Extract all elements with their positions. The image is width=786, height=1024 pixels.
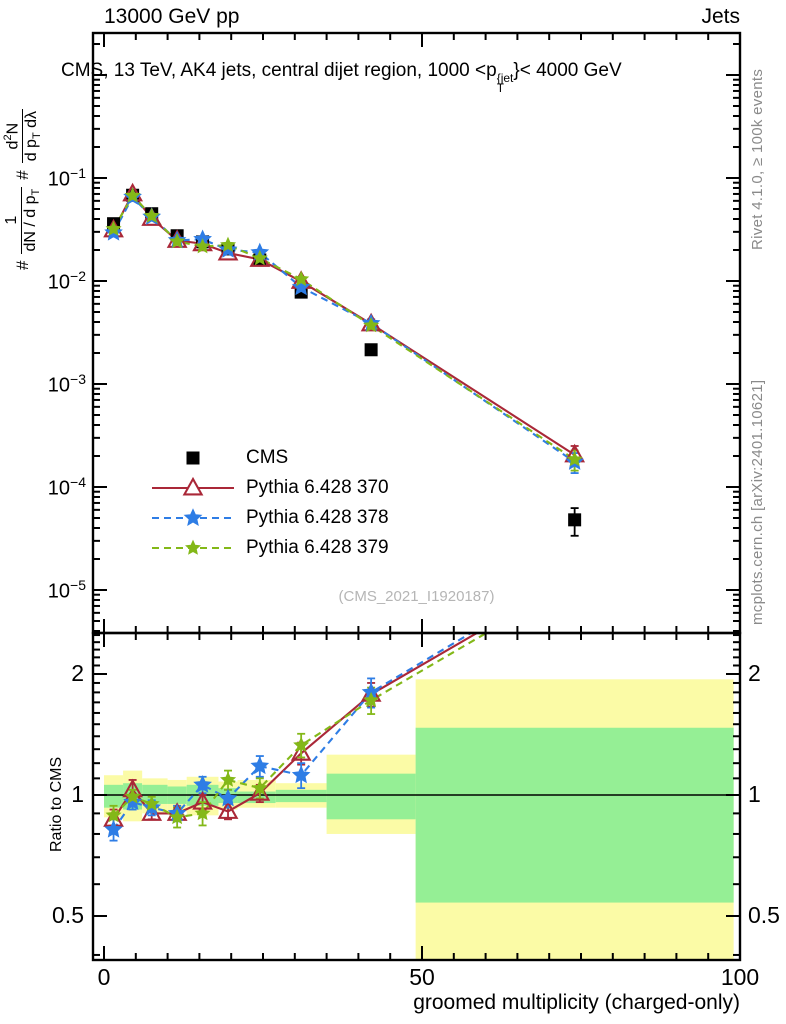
star-marker (105, 806, 122, 823)
star-marker (251, 779, 268, 796)
main-panel-series (103, 182, 586, 537)
band-green (275, 789, 327, 803)
main-y-tick-label: 10−2 (47, 268, 86, 294)
cms-marker-icon (186, 451, 200, 465)
star-marker (169, 233, 186, 249)
star-marker (363, 317, 380, 333)
mcplots-credit-label: mcplots.cern.ch [arXiv:2401.10621] (749, 379, 766, 625)
ratio-y-tick-label-left: 0.5 (52, 902, 84, 928)
star-marker (104, 819, 123, 838)
series-line-ratio (112, 633, 489, 819)
star-marker (566, 451, 583, 467)
open-triangle-marker (217, 800, 239, 819)
band-green (237, 791, 276, 804)
legend-label: Pythia 6.428 379 (246, 537, 389, 558)
star-marker (291, 277, 311, 296)
ratio-y-tick-label-left: 1 (71, 781, 84, 807)
open-triangle-marker (566, 567, 583, 582)
open-triangle-marker (290, 742, 312, 761)
pythia-379-marker-icon (152, 539, 234, 555)
legend-item-pythia-370: Pythia 6.428 370 (150, 473, 389, 503)
x-tick-label: 100 (720, 964, 760, 990)
pythia-378-marker-icon (152, 508, 234, 527)
legend-marker (182, 476, 204, 496)
star-marker (105, 220, 122, 236)
legend-marker (185, 539, 201, 555)
star-marker (143, 795, 160, 811)
star-marker (220, 771, 237, 787)
ratio-panel-frame (91, 631, 742, 962)
star-marker (567, 563, 583, 579)
legend-item-pythia-378: Pythia 6.428 378 (150, 503, 389, 533)
main-y-tick-label: 10−4 (47, 474, 86, 500)
star-marker (193, 774, 212, 793)
pt-jet-supsub: {jet T (496, 71, 514, 96)
series-line-main (112, 193, 576, 461)
axes (91, 31, 742, 962)
star-marker (568, 574, 582, 587)
plot-title-text: CMS, 13 TeV, AK4 jets, central dijet reg… (61, 60, 497, 81)
series-line-ratio (112, 633, 474, 831)
star-marker (293, 270, 310, 287)
star-marker (169, 808, 186, 825)
main-y-tick-label: 10−5 (47, 577, 86, 603)
star-marker (220, 236, 237, 252)
fraction-d2n-over-dptdlambda: d2N d pT dλ (2, 108, 44, 164)
ratio-y-tick-label-left: 2 (71, 660, 84, 686)
cms-square-marker (568, 513, 582, 527)
main-y-axis-title: # 1 dN / d pT # d2N d pT dλ (2, 32, 44, 272)
star-marker (291, 765, 311, 784)
star-marker (293, 736, 310, 752)
ratio-y-tick-label-right: 1 (748, 781, 761, 807)
star-marker (250, 756, 270, 775)
ratio-panel-series (103, 563, 583, 842)
legend-marker (183, 508, 203, 527)
ratio-uncertainty-bands (93, 679, 740, 960)
plot-title: CMS, 13 TeV, AK4 jets, central dijet reg… (61, 60, 622, 96)
star-marker (218, 788, 238, 807)
star-marker (143, 207, 160, 223)
legend-label: Pythia 6.428 370 (246, 477, 389, 498)
main-y-tick-label: 10−1 (47, 165, 86, 191)
star-marker (194, 238, 211, 254)
beam-label: 13000 GeV pp (104, 5, 240, 28)
star-marker (251, 249, 268, 266)
star-marker (124, 788, 141, 804)
legend-label: Pythia 6.428 378 (246, 507, 389, 528)
band-green (104, 784, 124, 808)
x-tick-label: 0 (97, 964, 111, 990)
legend-item-pythia-379: Pythia 6.428 379 (150, 533, 389, 563)
rivet-version-label: Rivet 4.1.0, ≥ 100k events (749, 68, 766, 250)
legend-item-cms: CMS (150, 443, 389, 473)
ratio-y-tick-label-right: 2 (748, 660, 761, 686)
analysis-group-label: Jets (701, 5, 740, 28)
pythia-370-marker-icon (152, 476, 234, 496)
legend-label: CMS (246, 447, 289, 468)
plot-title-text-end: }< 4000 GeV (513, 60, 622, 81)
x-axis-title: groomed multiplicity (charged-only) (413, 991, 740, 1014)
star-marker (363, 691, 380, 708)
fraction-1-over-dndpt: 1 dN / d pT (3, 186, 43, 254)
analysis-id-watermark: (CMS_2021_I1920187) (338, 588, 495, 605)
band-green (326, 773, 416, 820)
star-marker (194, 804, 211, 821)
star-marker (124, 187, 141, 203)
x-tick-label: 50 (409, 964, 435, 990)
legend: CMS Pythia 6.428 370 Pythia 6.428 378 Py… (150, 443, 389, 563)
main-y-tick-label: 10−3 (47, 371, 86, 397)
legend-marker (186, 451, 200, 465)
band-green (415, 727, 734, 903)
ratio-y-tick-label-right: 0.5 (748, 902, 780, 928)
star-marker (123, 792, 142, 811)
cms-square-marker (364, 343, 378, 357)
